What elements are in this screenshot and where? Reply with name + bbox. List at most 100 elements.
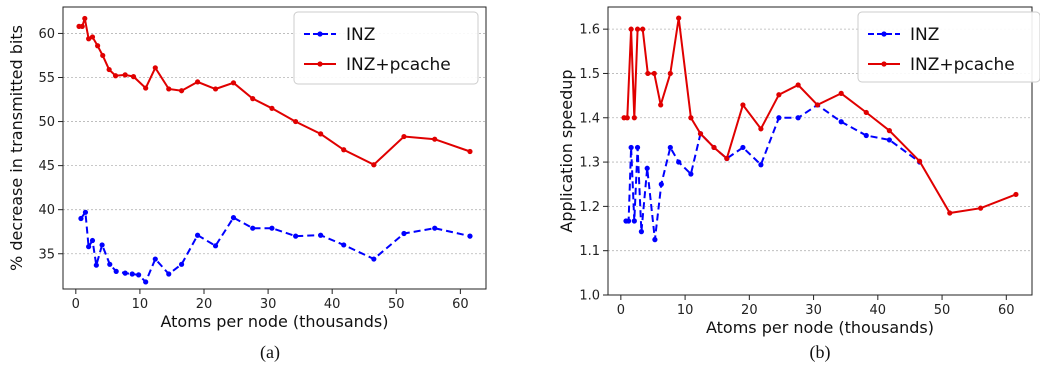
data-point: [776, 92, 782, 98]
x-tick-label: 30: [805, 303, 822, 318]
x-axis-label: Atoms per node (thousands): [160, 312, 388, 331]
data-point: [1013, 191, 1019, 198]
data-point: [740, 144, 746, 151]
data-point: [658, 102, 664, 108]
data-point: [269, 225, 275, 231]
y-tick-label: 1.6: [579, 23, 600, 38]
legend-box: [857, 11, 1040, 83]
x-tick-label: 40: [324, 297, 341, 312]
data-point: [667, 144, 673, 151]
x-tick-label: 20: [196, 297, 213, 312]
y-tick-label: 60: [38, 27, 55, 42]
data-point: [947, 210, 953, 216]
data-point: [688, 171, 694, 177]
data-point: [212, 86, 219, 92]
data-point: [758, 162, 764, 168]
x-tick-label: 0: [617, 303, 625, 318]
y-axis-label: Application speedup: [557, 69, 576, 232]
data-point: [122, 72, 128, 78]
y-tick-label: 1.3: [579, 156, 600, 171]
data-point: [838, 119, 844, 125]
data-point: [89, 237, 96, 244]
legend-marker: [317, 61, 323, 67]
x-tick-label: 0: [72, 297, 80, 312]
data-point: [640, 26, 646, 32]
y-tick-label: 35: [38, 247, 55, 262]
data-point: [371, 162, 377, 168]
y-tick-label: 55: [38, 71, 55, 86]
x-tick-label: 60: [452, 297, 469, 312]
data-point: [628, 26, 634, 32]
data-point: [166, 86, 172, 92]
data-point: [143, 85, 149, 91]
y-tick-label: 40: [38, 203, 55, 218]
data-point: [631, 218, 637, 224]
y-tick-label: 1.5: [579, 67, 600, 82]
data-point: [628, 144, 634, 151]
data-point: [886, 137, 892, 143]
data-point: [82, 15, 88, 22]
data-point: [113, 268, 119, 274]
data-point: [676, 159, 682, 165]
data-point: [676, 15, 682, 21]
y-tick-label: 1.4: [579, 111, 600, 126]
data-point: [467, 233, 473, 239]
data-point: [112, 73, 119, 79]
x-tick-label: 60: [998, 303, 1015, 318]
data-point: [838, 90, 844, 96]
data-point: [293, 233, 299, 239]
data-point: [152, 65, 158, 71]
x-tick-label: 50: [388, 297, 405, 312]
data-point: [863, 109, 869, 116]
data-point: [100, 52, 106, 59]
data-point: [129, 271, 135, 277]
data-point: [652, 237, 658, 243]
x-tick-label: 50: [934, 303, 951, 318]
data-point: [432, 225, 438, 231]
panel-caption: (a): [260, 342, 280, 363]
legend-marker: [317, 31, 323, 37]
data-point: [106, 66, 112, 73]
axes-frame: [607, 6, 1033, 296]
data-point: [95, 43, 101, 49]
data-point: [624, 115, 630, 121]
x-tick-label: 40: [870, 303, 887, 318]
data-point: [401, 230, 407, 237]
data-point: [658, 181, 664, 187]
y-tick-label: 45: [38, 159, 55, 174]
data-point: [401, 133, 407, 140]
data-point: [178, 88, 185, 94]
data-point: [166, 271, 172, 277]
y-tick-label: 50: [38, 115, 55, 130]
data-point: [638, 229, 645, 235]
panel-a: 35 40 45 50 55 60 0 10 20 30 40 50 60 Atoms per node …: [7, 6, 487, 363]
legend-label: INZ: [910, 25, 939, 45]
y-tick-label: 1.0: [579, 289, 600, 304]
data-point: [978, 205, 984, 211]
data-point: [795, 115, 801, 121]
data-point: [758, 126, 764, 132]
data-point: [107, 261, 113, 267]
data-point: [194, 232, 201, 238]
data-point: [651, 70, 657, 77]
panel-b: 1.0 1.1 1.2 1.3 1.4 1.5 1.6 0 10 20 30 40 50 60 Atoms …: [557, 6, 1040, 363]
data-point: [130, 74, 137, 80]
data-point: [634, 144, 641, 151]
x-tick-label: 10: [677, 303, 694, 318]
data-point: [645, 70, 651, 77]
data-point: [776, 115, 782, 121]
data-point: [78, 215, 84, 222]
data-point: [250, 225, 256, 231]
data-point: [863, 132, 869, 139]
data-point: [318, 232, 324, 238]
data-point: [341, 147, 347, 153]
data-point: [625, 218, 632, 224]
x-tick-label: 10: [132, 297, 149, 312]
data-point: [89, 34, 96, 40]
data-point: [178, 261, 185, 267]
data-point: [634, 26, 641, 32]
legend-marker: [881, 61, 887, 67]
data-point: [631, 115, 637, 121]
data-point: [99, 242, 105, 248]
